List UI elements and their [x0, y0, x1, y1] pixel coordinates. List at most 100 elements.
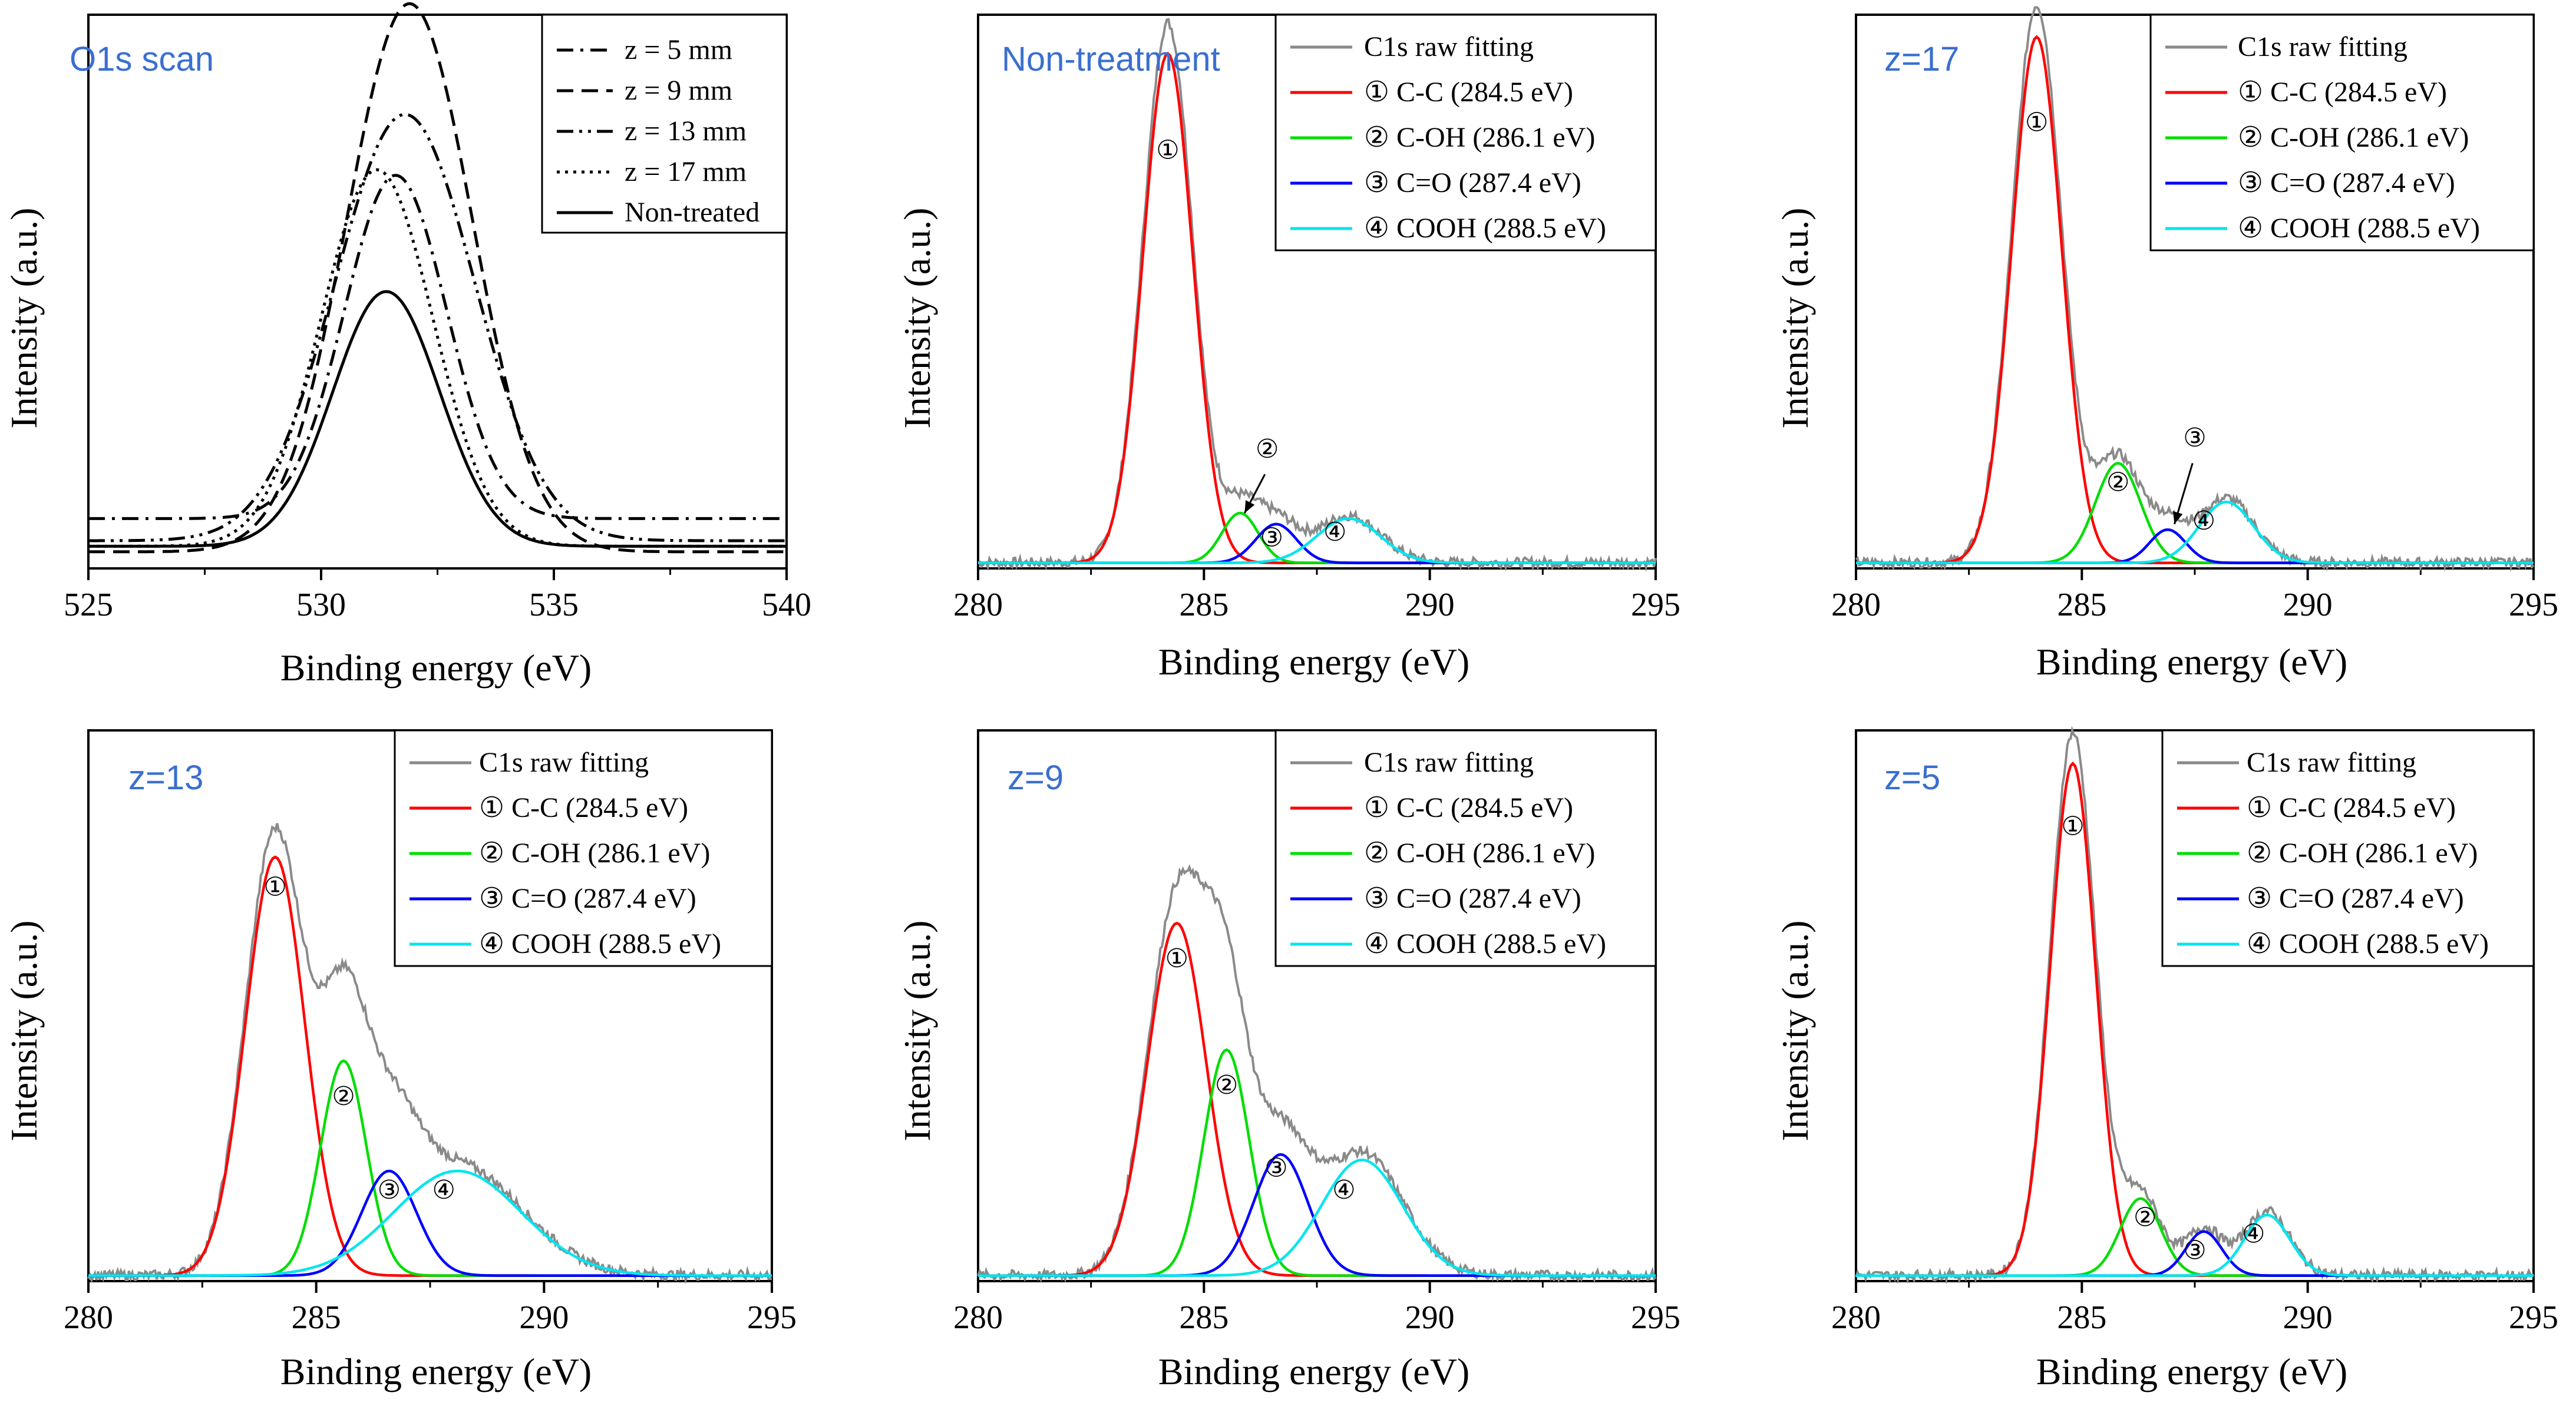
legend-label: ② C-OH (286.1 eV): [2238, 122, 2469, 153]
x-axis-label: Binding energy (eV): [2036, 641, 2347, 683]
x-tick-label: 290: [2283, 587, 2333, 623]
raw-spectrum-line: [1855, 6, 2535, 573]
peak-number-label: ④: [2192, 506, 2215, 536]
legend-label: z = 5 mm: [625, 34, 732, 65]
legend-label: ② C-OH (286.1 eV): [1364, 838, 1595, 869]
legend-label: z = 9 mm: [625, 75, 732, 106]
legend-label: C1s raw fitting: [1364, 31, 1534, 62]
legend-label: ③ C=O (287.4 eV): [2238, 167, 2455, 198]
legend-label: ② C-OH (286.1 eV): [479, 838, 710, 869]
panel-tag: z=13: [128, 759, 203, 797]
legend-label: ③ C=O (287.4 eV): [1364, 167, 1581, 198]
x-tick-label: 530: [296, 587, 346, 623]
panel-tag: Non-treatment: [1002, 40, 1220, 78]
x-tick-label: 280: [953, 1299, 1003, 1336]
x-axis-label: Binding energy (eV): [1158, 641, 1469, 683]
series-line: [88, 2, 787, 554]
peak-number-label: ④: [2242, 1219, 2265, 1249]
fit-peak-line: [1856, 500, 2534, 564]
peak-number-label: ①: [1165, 944, 1188, 974]
annotation-arrowhead: [1244, 500, 1255, 513]
raw-spectrum-line: [1855, 725, 2535, 1285]
legend-box: [1274, 14, 1657, 252]
legend-label: z = 13 mm: [625, 115, 747, 147]
y-axis-label: Intensity (a.u.): [896, 208, 938, 429]
legend-label: ④ COOH (288.5 eV): [479, 928, 721, 960]
legend-label: ② C-OH (286.1 eV): [2247, 838, 2478, 869]
x-tick-label: 280: [64, 1299, 113, 1336]
y-axis-label: Intensity (a.u.): [3, 921, 45, 1142]
legend-label: ① C-C (284.5 eV): [479, 792, 688, 823]
annotation-arrowhead: [2173, 511, 2183, 524]
x-tick-label: 280: [1831, 587, 1881, 623]
legend-label: ④ COOH (288.5 eV): [2238, 213, 2480, 244]
y-axis-label: Intensity (a.u.): [1774, 921, 1816, 1142]
peak-number-label: ①: [2025, 107, 2048, 137]
legend-label: ③ C=O (287.4 eV): [479, 883, 696, 914]
legend-label: ① C-C (284.5 eV): [2247, 792, 2456, 823]
peak-number-label: ②: [2134, 1203, 2156, 1233]
legend-box: [394, 729, 773, 967]
series-line: [88, 168, 787, 548]
peak-number-label: ③: [378, 1175, 401, 1205]
x-tick-label: 285: [2057, 587, 2106, 623]
x-axis-label: Binding energy (eV): [1158, 1351, 1469, 1392]
legend-box: [2161, 729, 2535, 967]
series-line: [88, 290, 787, 548]
peak-number-label: ①: [1156, 135, 1179, 165]
legend-label: ③ C=O (287.4 eV): [1364, 883, 1581, 914]
x-tick-label: 285: [292, 1299, 341, 1336]
x-tick-label: 285: [1179, 587, 1228, 623]
x-tick-label: 290: [519, 1299, 569, 1336]
x-tick-label: 290: [2283, 1299, 2333, 1336]
x-tick-label: 285: [2057, 1299, 2106, 1336]
x-tick-label: 280: [1831, 1299, 1881, 1336]
x-axis-label: Binding energy (eV): [280, 647, 592, 689]
peak-number-label: ①: [2061, 812, 2084, 842]
peak-number-label: ③: [1264, 1153, 1287, 1183]
panel-tag: O1s scan: [70, 40, 214, 78]
series-line: [88, 174, 787, 520]
peak-number-label: ③: [2183, 1236, 2206, 1266]
legend-label: ① C-C (284.5 eV): [1364, 77, 1573, 108]
peak-number-label: ②: [1215, 1070, 1238, 1100]
x-tick-label: 290: [1405, 587, 1455, 623]
x-tick-label: 525: [64, 587, 113, 623]
legend-label: ① C-C (284.5 eV): [1364, 792, 1573, 823]
x-tick-label: 295: [2509, 1299, 2558, 1336]
fit-peak-line: [88, 1169, 772, 1277]
x-tick-label: 290: [1405, 1299, 1455, 1336]
legend-box: [2149, 14, 2535, 252]
legend-label: ② C-OH (286.1 eV): [1364, 122, 1595, 153]
peak-number-label: ②: [1256, 434, 1279, 464]
x-tick-label: 280: [953, 587, 1003, 623]
peak-number-label: ④: [1323, 517, 1346, 547]
peak-number-label: ②: [2106, 467, 2129, 497]
peak-number-label: ①: [263, 872, 286, 902]
peak-number-label: ④: [1332, 1175, 1355, 1205]
legend-label: ① C-C (284.5 eV): [2238, 77, 2447, 108]
fit-peak-line: [1856, 1213, 2534, 1277]
legend-label: C1s raw fitting: [2238, 31, 2407, 62]
legend-label: C1s raw fitting: [1364, 747, 1534, 778]
x-axis-label: Binding energy (eV): [280, 1351, 592, 1392]
x-tick-label: 535: [529, 587, 579, 623]
x-tick-label: 285: [1179, 1299, 1228, 1336]
peak-number-label: ②: [332, 1081, 355, 1111]
y-axis-label: Intensity (a.u.): [3, 208, 45, 429]
legend-label: Non-treated: [625, 197, 759, 228]
legend-box: [1274, 729, 1657, 967]
fit-peak-line: [978, 1159, 1656, 1277]
legend-label: z = 17 mm: [625, 156, 747, 187]
x-tick-label: 295: [1631, 1299, 1680, 1336]
panel-tag: z=5: [1884, 759, 1940, 797]
legend-label: C1s raw fitting: [479, 747, 649, 778]
fit-peak-line: [978, 517, 1656, 564]
legend-label: C1s raw fitting: [2247, 747, 2416, 778]
legend-label: ④ COOH (288.5 eV): [1364, 928, 1606, 960]
raw-spectrum-line: [977, 18, 1657, 573]
legend-label: ④ COOH (288.5 eV): [2247, 928, 2489, 960]
panel-tag: z=9: [1008, 759, 1064, 797]
x-tick-label: 295: [747, 1299, 797, 1336]
